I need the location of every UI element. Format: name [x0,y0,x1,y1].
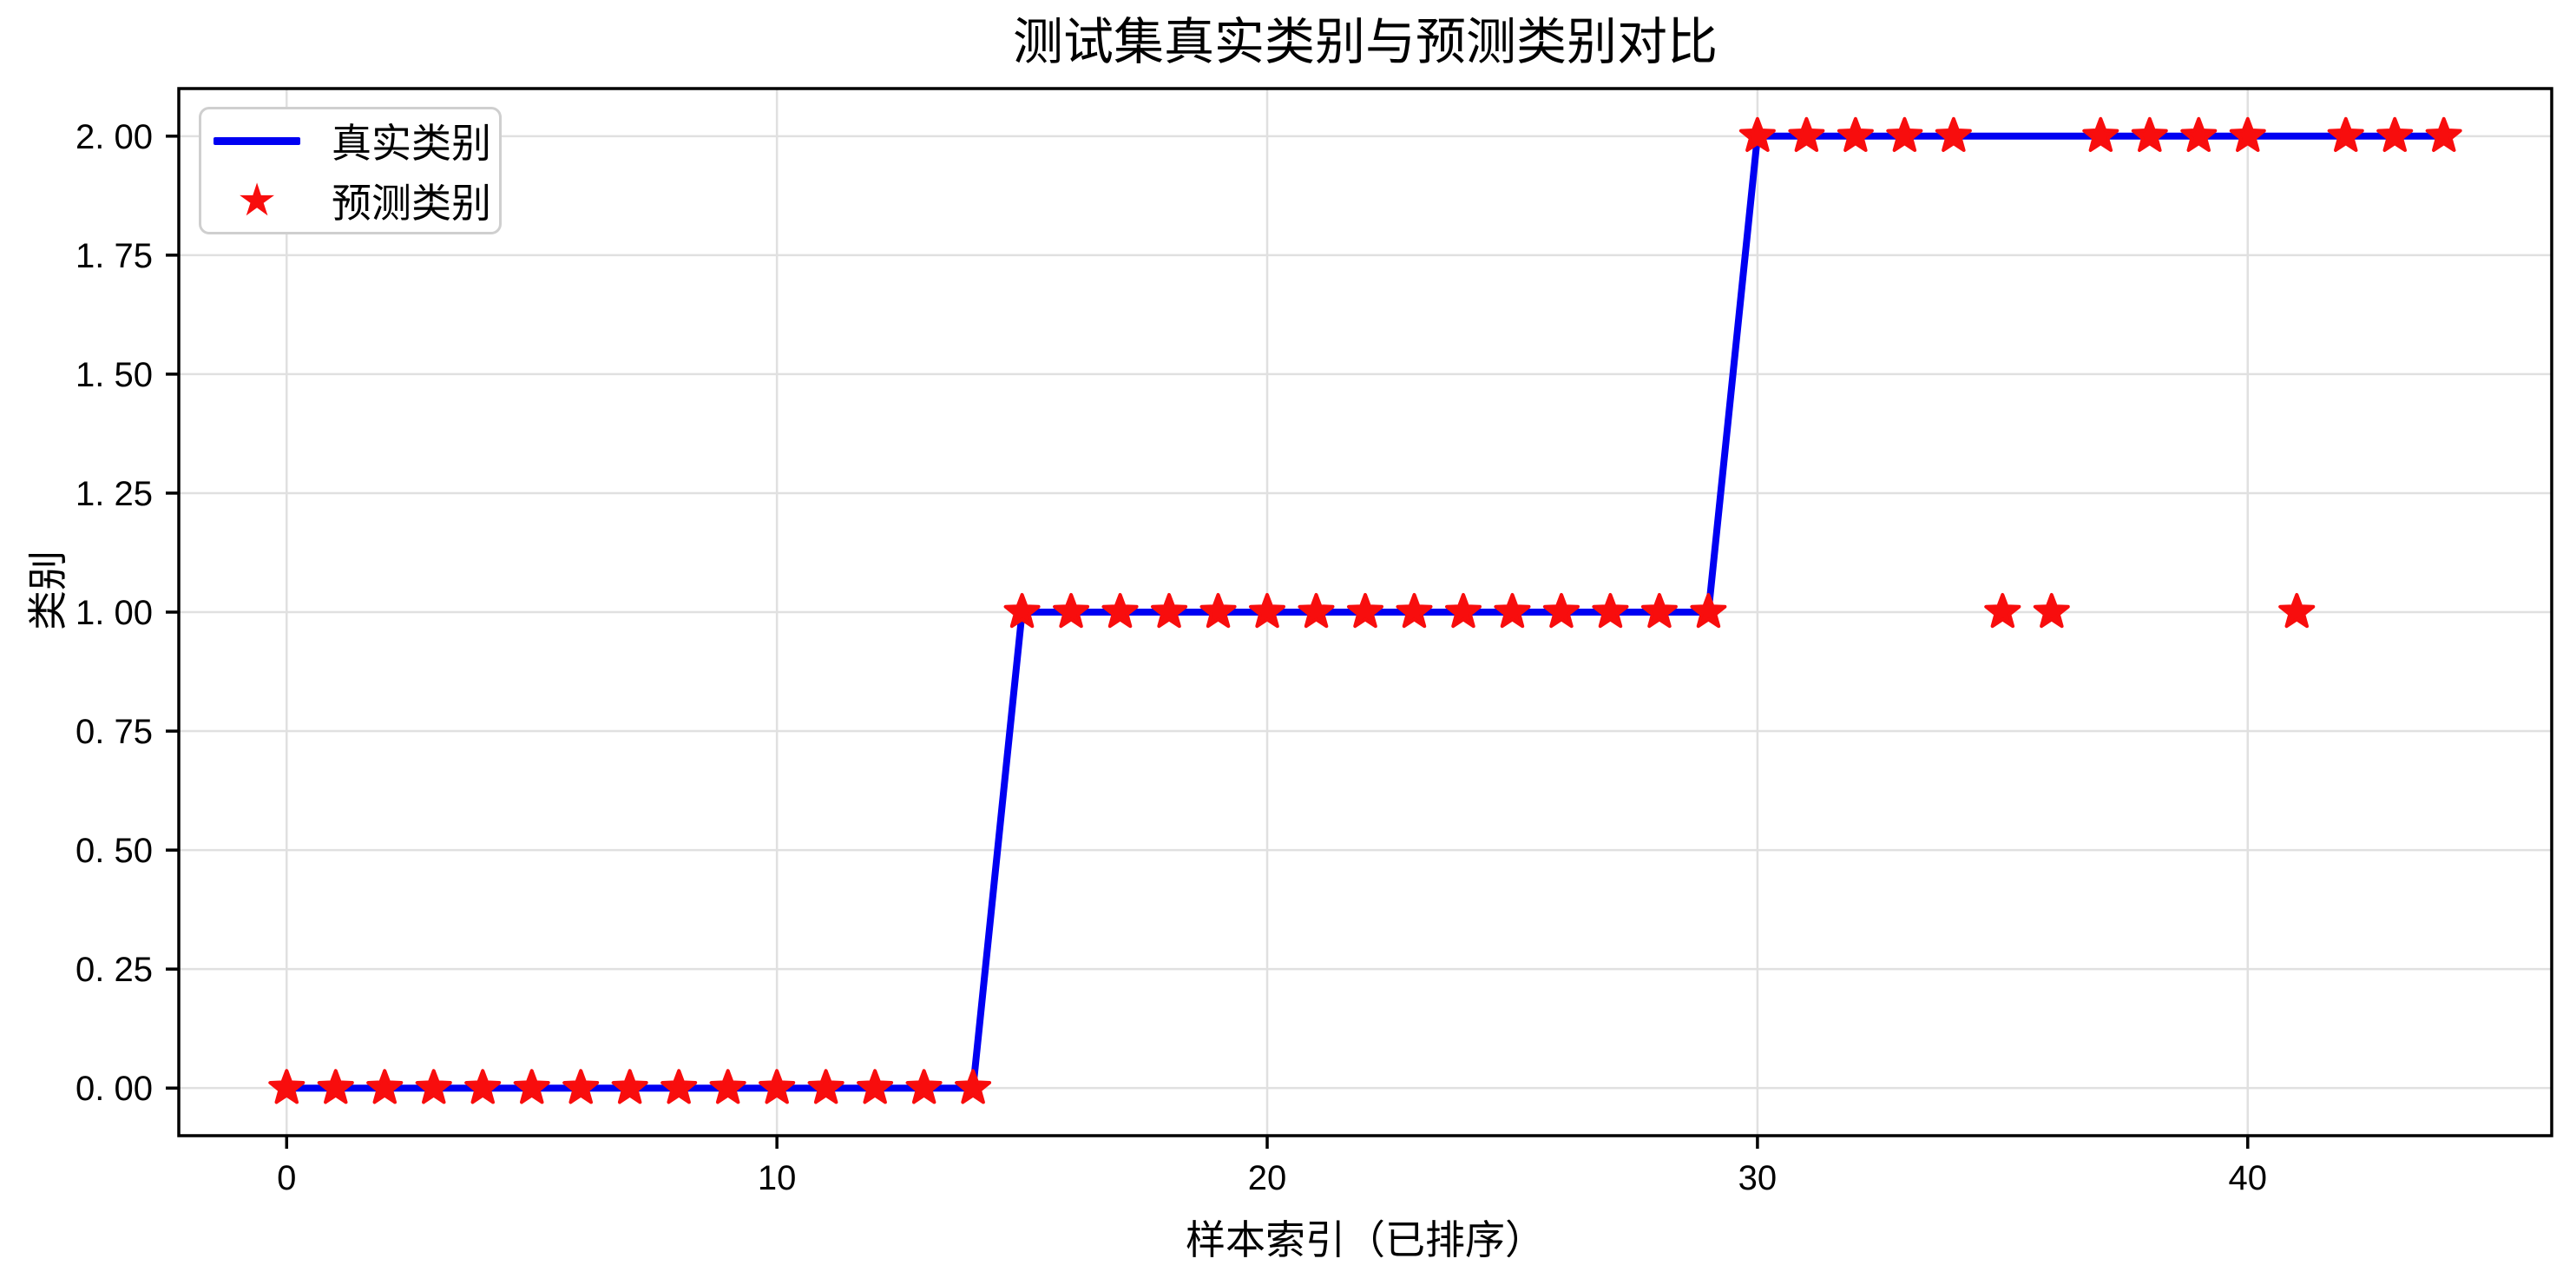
y-tick-label: 1. 25 [76,475,153,513]
pred-class-marker [759,1069,796,1104]
pred-class-marker [464,1069,502,1104]
chart-title: 测试集真实类别与预测类别对比 [1012,14,1718,70]
y-tick-label: 1. 75 [76,237,153,275]
pred-class-marker [1494,593,1531,629]
pred-class-marker [1249,593,1285,629]
pred-class-marker [1151,593,1188,629]
y-tick-label: 2. 00 [76,118,153,156]
pred-class-marker [1935,116,1972,152]
x-tick-label: 0 [277,1159,296,1197]
pred-class-marker [1445,593,1482,629]
x-axis-label: 样本索引（已排序） [1186,1217,1545,1262]
pred-class-marker [415,1069,452,1104]
red-star-icon: ★ [236,175,278,226]
pred-class-marker [2033,593,2070,629]
pred-class-marker [1347,593,1383,629]
legend-item-pred-class: ★ 预测类别 [214,172,499,229]
legend-item-true-class: 真实类别 [214,112,499,169]
pred-class-marker [611,1069,648,1104]
legend: 真实类别 ★ 预测类别 [199,107,502,234]
pred-class-marker [660,1069,698,1104]
pred-class-marker [562,1069,600,1104]
x-tick-label: 20 [1248,1159,1287,1197]
y-tick-label: 0. 25 [76,951,153,989]
pred-class-marker [1690,593,1727,629]
pred-class-marker [1738,116,1776,152]
pred-class-marker [317,1069,354,1104]
pred-class-marker [2082,116,2119,152]
pred-class-marker [857,1069,894,1104]
pred-class-marker [2327,116,2364,152]
pred-class-marker [1396,593,1433,629]
y-tick-label: 0. 00 [76,1070,153,1108]
pred-class-marker [2425,116,2462,152]
pred-class-marker [1542,593,1580,629]
pred-class-marker [1003,593,1041,629]
x-tick-label: 30 [1738,1159,1778,1197]
legend-star-swatch: ★ [214,178,300,223]
pred-class-marker [2180,116,2218,152]
y-tick-label: 0. 50 [76,832,153,870]
pred-class-marker [513,1069,550,1104]
x-tick-label: 10 [758,1159,797,1197]
pred-class-marker [2131,116,2168,152]
pred-class-marker [905,1069,943,1104]
y-tick-label: 1. 50 [76,356,153,394]
pred-class-marker [2278,593,2316,629]
pred-class-marker [1592,593,1629,629]
pred-class-marker [955,1069,992,1104]
y-tick-label: 1. 00 [76,594,153,632]
legend-line-swatch [214,136,300,145]
pred-class-marker [366,1069,404,1104]
y-tick-label: 0. 75 [76,713,153,751]
pred-class-marker [1101,593,1139,629]
pred-class-marker [1788,116,1825,152]
pred-class-marker [2229,116,2266,152]
legend-label-true-class: 真实类别 [332,121,491,166]
x-tick-label: 40 [2229,1159,2268,1197]
pred-class-marker [1298,593,1335,629]
legend-label-pred-class: 预测类别 [332,181,491,226]
pred-class-marker [1640,593,1678,629]
pred-class-marker [1837,116,1874,152]
pred-class-marker [268,1069,306,1104]
pred-class-marker [1984,593,2021,629]
pred-class-marker [1053,593,1090,629]
pred-class-marker [2376,116,2414,152]
y-axis-label: 类别 [25,550,70,630]
blue-line-icon [214,136,300,145]
pred-class-marker [1199,593,1237,629]
pred-class-marker [709,1069,746,1104]
pred-class-marker [1886,116,1923,152]
pred-class-marker [807,1069,844,1104]
